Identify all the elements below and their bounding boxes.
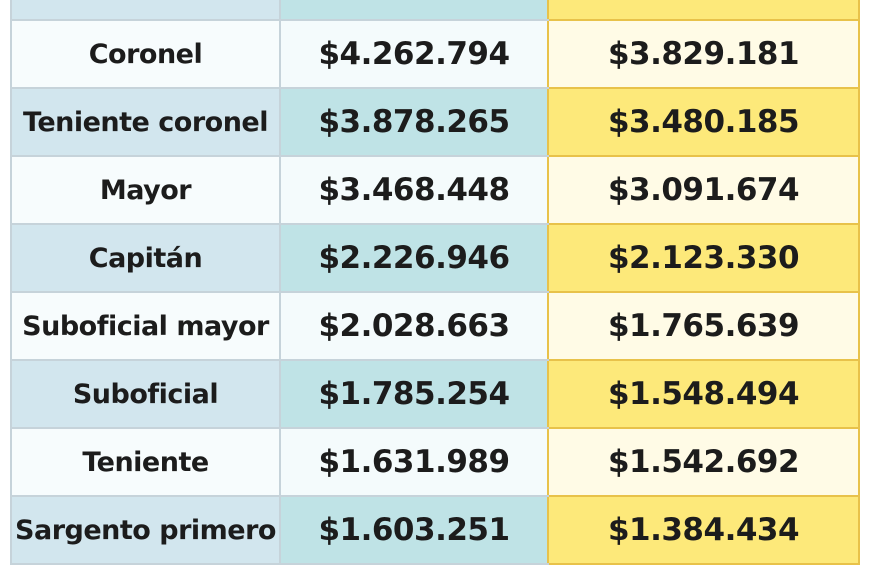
rank-cell: Teniente [10,428,281,497]
header-cell-value-b [548,0,860,21]
table-row: Teniente coronel $3.878.265 $3.480.185 [10,88,860,157]
value-b-cell: $1.542.692 [548,428,860,497]
value-a-cell: $3.878.265 [280,88,549,157]
rank-cell: Coronel [10,20,281,89]
value-b-cell: $3.091.674 [548,156,860,225]
value-b-cell: $3.829.181 [548,20,860,89]
table-row: Coronel $4.262.794 $3.829.181 [10,20,860,89]
value-a-cell: $1.785.254 [280,360,549,429]
table-row: Mayor $3.468.448 $3.091.674 [10,156,860,225]
value-b-cell: $1.548.494 [548,360,860,429]
value-a-cell: $3.468.448 [280,156,549,225]
value-a-cell: $1.603.251 [280,496,549,565]
value-a-cell: $2.028.663 [280,292,549,361]
value-b-cell: $1.384.434 [548,496,860,565]
rank-cell: Mayor [10,156,281,225]
rank-cell: Capitán [10,224,281,293]
value-a-cell: $2.226.946 [280,224,549,293]
table-row: Capitán $2.226.946 $2.123.330 [10,224,860,293]
table-row: Suboficial mayor $2.028.663 $1.765.639 [10,292,860,361]
table-row: Sargento primero $1.603.251 $1.384.434 [10,496,860,565]
table-header-row [10,0,860,21]
header-cell-value-a [280,0,549,21]
rank-cell: Teniente coronel [10,88,281,157]
rank-cell: Suboficial mayor [10,292,281,361]
value-b-cell: $2.123.330 [548,224,860,293]
table-row: Teniente $1.631.989 $1.542.692 [10,428,860,497]
value-a-cell: $4.262.794 [280,20,549,89]
rank-cell: Sargento primero [10,496,281,565]
value-b-cell: $3.480.185 [548,88,860,157]
header-cell-rank [10,0,281,21]
salary-table: Coronel $4.262.794 $3.829.181 Teniente c… [10,0,860,565]
value-a-cell: $1.631.989 [280,428,549,497]
rank-cell: Suboficial [10,360,281,429]
value-b-cell: $1.765.639 [548,292,860,361]
table-row: Suboficial $1.785.254 $1.548.494 [10,360,860,429]
